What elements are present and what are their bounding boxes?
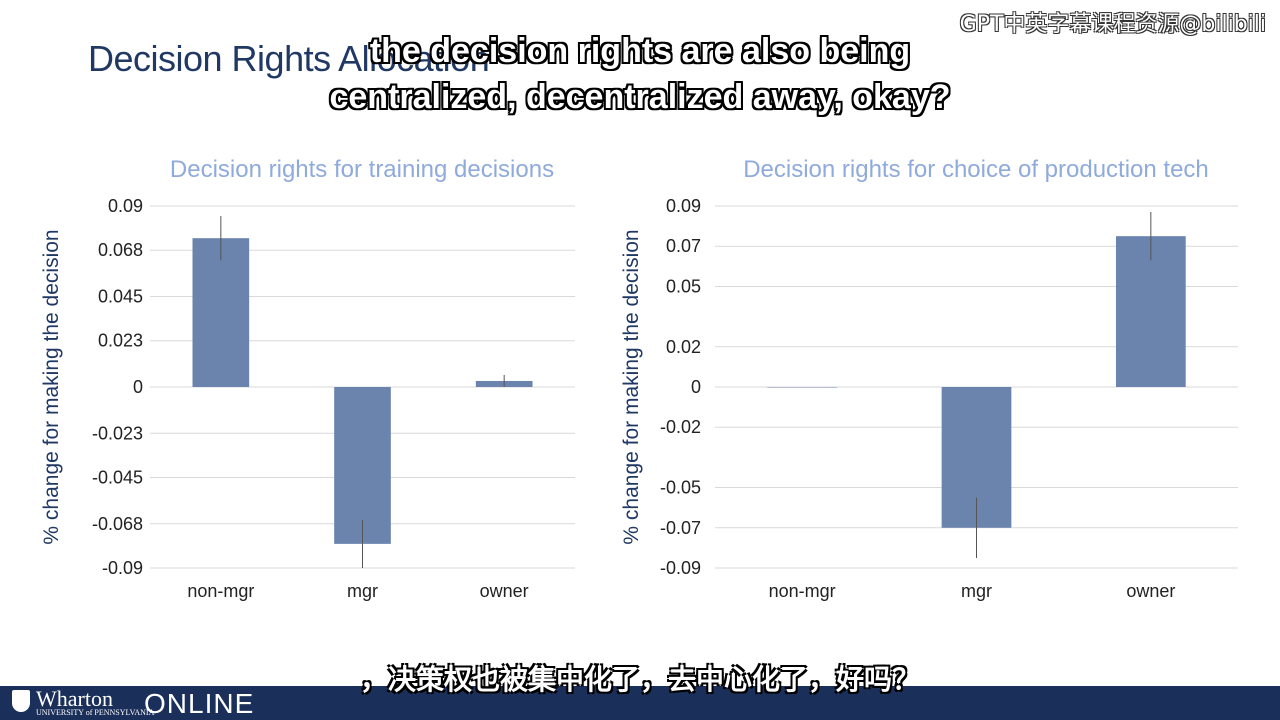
- y-tick-label: 0.05: [666, 276, 701, 296]
- y-tick-label: -0.05: [660, 478, 701, 498]
- y-tick-label: -0.045: [92, 468, 143, 488]
- shield-icon: [12, 690, 30, 712]
- y-tick-label: 0: [133, 377, 143, 397]
- y-tick-label: 0.068: [98, 240, 143, 260]
- y-tick-label: -0.09: [660, 558, 701, 578]
- y-tick-label: 0.09: [666, 196, 701, 216]
- brand-sub: UNIVERSITY of PENNSYLVANIA: [36, 708, 155, 717]
- x-tick-label: mgr: [961, 581, 992, 601]
- bar: [192, 238, 250, 387]
- english-caption-line1: the decision rights are also being: [369, 32, 911, 70]
- footer-bar: [0, 686, 1280, 720]
- chart-title: Decision rights for choice of production…: [743, 156, 1209, 183]
- brand-online: ONLINE: [144, 688, 255, 719]
- slide-title: Decision Rights Allocation: [88, 38, 490, 79]
- bar: [767, 387, 838, 388]
- chinese-caption: ，决策权也被集中化了，去中心化了，好吗？: [359, 663, 920, 696]
- watermark-text: GPT中英字幕课程资源@bilibili: [959, 12, 1266, 37]
- y-tick-label: -0.09: [102, 558, 143, 578]
- chart-training-decisions: Decision rights for training decisions % …: [40, 156, 575, 601]
- y-tick-label: 0: [691, 377, 701, 397]
- english-caption-line2: centralized, decentralized away, okay?: [329, 78, 951, 116]
- y-tick-label: -0.023: [92, 423, 143, 443]
- chart-production-tech: Decision rights for choice of production…: [620, 156, 1238, 601]
- english-caption: the decision rights are also being centr…: [0, 28, 1280, 120]
- y-tick-label: -0.068: [92, 514, 143, 534]
- bar: [1115, 236, 1186, 387]
- y-tick-label: 0.045: [98, 287, 143, 307]
- x-tick-label: non-mgr: [769, 581, 836, 601]
- x-tick-label: owner: [480, 581, 529, 601]
- x-tick-label: mgr: [347, 581, 378, 601]
- y-tick-label: 0.023: [98, 331, 143, 351]
- x-tick-label: owner: [1126, 581, 1175, 601]
- y-tick-label: 0.07: [666, 236, 701, 256]
- y-tick-label: -0.07: [660, 518, 701, 538]
- y-tick-label: -0.02: [660, 417, 701, 437]
- y-axis-label: % change for making the decision: [40, 229, 63, 544]
- chart-title: Decision rights for training decisions: [170, 156, 554, 183]
- x-tick-label: non-mgr: [187, 581, 254, 601]
- y-tick-label: 0.09: [108, 196, 143, 216]
- y-tick-label: 0.02: [666, 337, 701, 357]
- brand-main: Wharton: [36, 686, 113, 711]
- y-axis-label: % change for making the decision: [620, 229, 643, 544]
- bar: [334, 387, 391, 544]
